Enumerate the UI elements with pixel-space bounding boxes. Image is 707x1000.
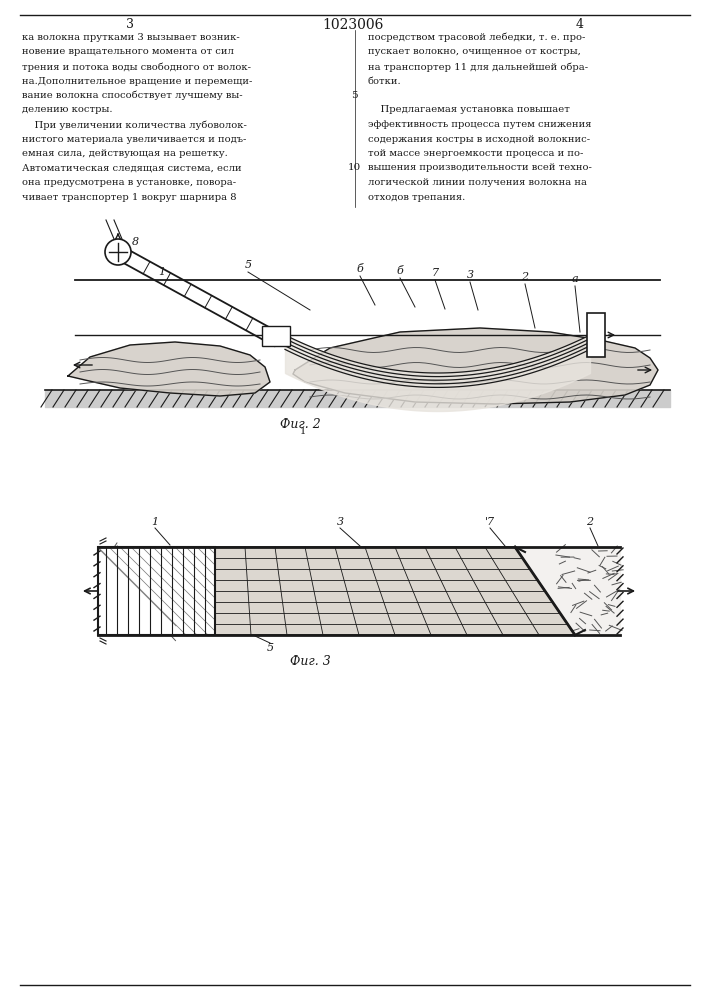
Text: содержания костры в исходной волокнис-: содержания костры в исходной волокнис-	[368, 134, 590, 143]
Text: логической линии получения волокна на: логической линии получения волокна на	[368, 178, 587, 187]
Text: вышения производительности всей техно-: вышения производительности всей техно-	[368, 163, 592, 172]
Text: 1: 1	[158, 267, 165, 277]
Text: емная сила, действующая на решетку.: емная сила, действующая на решетку.	[22, 149, 228, 158]
Text: 7: 7	[431, 268, 438, 278]
Text: b: b	[387, 591, 394, 601]
Text: новение вращательного момента от сил: новение вращательного момента от сил	[22, 47, 234, 56]
Text: 5: 5	[351, 91, 357, 100]
Text: 3: 3	[337, 517, 344, 527]
Text: 8: 8	[132, 237, 139, 247]
Polygon shape	[293, 328, 658, 404]
Text: делению костры.: делению костры.	[22, 105, 112, 114]
Polygon shape	[68, 342, 270, 396]
Text: она предусмотрена в установке, повора-: она предусмотрена в установке, повора-	[22, 178, 236, 187]
Text: Автоматическая следящая система, если: Автоматическая следящая система, если	[22, 163, 242, 172]
Text: посредством трасовой лебедки, т. е. про-: посредством трасовой лебедки, т. е. про-	[368, 33, 585, 42]
Text: 4: 4	[576, 18, 584, 31]
Text: нистого материала увеличивается и подъ-: нистого материала увеличивается и подъ-	[22, 134, 246, 143]
Text: отходов трепания.: отходов трепания.	[368, 192, 465, 202]
Text: на транспортер 11 для дальнейшей обра-: на транспортер 11 для дальнейшей обра-	[368, 62, 588, 72]
Text: ботки.: ботки.	[368, 77, 402, 86]
Text: 1023006: 1023006	[322, 18, 384, 32]
Text: 10: 10	[347, 163, 361, 172]
Text: Фиг. 3: Фиг. 3	[290, 655, 330, 668]
Text: 2: 2	[586, 517, 594, 527]
Bar	[262, 326, 290, 346]
Text: ка волокна прутками 3 вызывает возник-: ка волокна прутками 3 вызывает возник-	[22, 33, 240, 42]
Text: б: б	[397, 266, 404, 276]
Text: 1: 1	[300, 427, 306, 436]
Bar	[98, 547, 215, 635]
Circle shape	[105, 239, 131, 265]
Text: Фиг. 2: Фиг. 2	[280, 418, 320, 431]
Text: чивает транспортер 1 вокруг шарнира 8: чивает транспортер 1 вокруг шарнира 8	[22, 192, 237, 202]
Text: 2: 2	[522, 272, 529, 282]
Bar	[587, 313, 605, 357]
Text: a: a	[572, 274, 578, 284]
Text: 5: 5	[245, 260, 252, 270]
Text: При увеличении количества лубоволок-: При увеличении количества лубоволок-	[22, 120, 247, 129]
Text: вание волокна способствует лучшему вы-: вание волокна способствует лучшему вы-	[22, 91, 243, 101]
Text: '7: '7	[485, 517, 495, 527]
Text: б: б	[356, 264, 363, 274]
Text: 3: 3	[126, 18, 134, 31]
Text: эффективность процесса путем снижения: эффективность процесса путем снижения	[368, 120, 592, 129]
Text: Предлагаемая установка повышает: Предлагаемая установка повышает	[368, 105, 570, 114]
Text: пускает волокно, очищенное от костры,: пускает волокно, очищенное от костры,	[368, 47, 581, 56]
Text: 5: 5	[267, 643, 274, 653]
Text: 1: 1	[151, 517, 158, 527]
Text: на.Дополнительное вращение и перемещи-: на.Дополнительное вращение и перемещи-	[22, 77, 252, 86]
Polygon shape	[215, 547, 575, 635]
Text: 3: 3	[467, 270, 474, 280]
Text: трения и потока воды свободного от волок-: трения и потока воды свободного от волок…	[22, 62, 251, 72]
Text: той массе энергоемкости процесса и по-: той массе энергоемкости процесса и по-	[368, 149, 583, 158]
